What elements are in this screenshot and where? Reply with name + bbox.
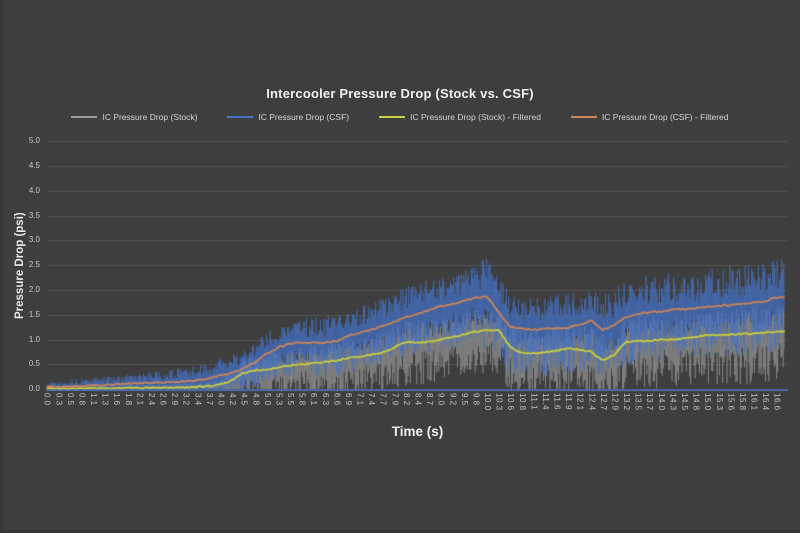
x-tick: 1.3 xyxy=(100,393,110,406)
x-tick: 11.9 xyxy=(564,393,574,410)
x-tick: 13.2 xyxy=(622,393,632,411)
legend-swatch-icon xyxy=(71,116,98,118)
x-tick: 2.4 xyxy=(146,393,156,406)
x-tick: 10.6 xyxy=(506,393,516,411)
x-tick: 5.3 xyxy=(274,393,284,406)
y-tick: 2.0 xyxy=(28,285,40,295)
y-tick: 1.5 xyxy=(28,309,40,319)
x-tick: 2.1 xyxy=(135,393,145,406)
legend-label: IC Pressure Drop (Stock) - Filtered xyxy=(410,112,541,122)
x-tick: 11.6 xyxy=(552,393,562,410)
x-tick: 3.4 xyxy=(193,393,203,406)
x-tick: 7.4 xyxy=(367,393,377,406)
y-tick: 3.0 xyxy=(28,235,40,245)
y-tick: 5.0 xyxy=(28,136,40,146)
x-tick: 9.5 xyxy=(459,393,469,406)
x-tick: 0.3 xyxy=(54,393,64,406)
y-tick: 1.0 xyxy=(28,334,40,344)
x-tick: 10.0 xyxy=(483,393,493,411)
x-tick: 4.2 xyxy=(228,393,238,406)
legend-item: IC Pressure Drop (CSF) - Filtered xyxy=(570,112,729,122)
x-tick: 7.1 xyxy=(355,393,365,406)
x-tick: 14.5 xyxy=(680,393,689,411)
x-tick: 3.7 xyxy=(204,393,214,406)
legend-swatch-icon xyxy=(227,116,254,118)
y-tick: 4.5 xyxy=(28,160,40,170)
x-tick: 13.7 xyxy=(645,393,655,411)
x-tick: 9.8 xyxy=(471,393,481,406)
x-tick: 1.8 xyxy=(123,393,133,406)
x-tick: 12.9 xyxy=(610,393,620,411)
x-tick: 16.1 xyxy=(749,393,759,411)
x-tick: 4.0 xyxy=(216,393,226,406)
x-tick: 14.0 xyxy=(656,393,666,411)
x-tick: 15.8 xyxy=(737,393,747,411)
legend-label: IC Pressure Drop (CSF) - Filtered xyxy=(601,112,729,122)
x-tick: 2.6 xyxy=(158,393,168,406)
x-tick: 4.8 xyxy=(251,393,261,406)
x-tick: 3.2 xyxy=(181,393,191,406)
x-tick: 16.4 xyxy=(761,393,771,411)
x-tick: 6.9 xyxy=(343,393,353,406)
x-tick: 12.7 xyxy=(598,393,608,411)
legend-item: IC Pressure Drop (CSF) xyxy=(227,112,349,122)
x-tick: 0.5 xyxy=(65,393,75,406)
legend: IC Pressure Drop (Stock) IC Pressure Drop… xyxy=(0,112,800,122)
x-tick: 7.7 xyxy=(378,393,388,406)
legend-item: IC Pressure Drop (Stock) - Filtered xyxy=(379,112,541,122)
y-tick: 2.5 xyxy=(28,260,40,270)
x-tick: 5.8 xyxy=(297,393,307,406)
x-tick: 8.4 xyxy=(413,393,423,406)
y-tick: 3.5 xyxy=(28,210,40,220)
x-tick: 12.4 xyxy=(587,393,597,411)
y-tick: 0.0 xyxy=(28,384,40,394)
x-tick: 6.1 xyxy=(309,393,319,406)
x-tick: 14.3 xyxy=(668,393,678,411)
x-tick: 1.1 xyxy=(89,393,99,406)
legend-swatch-icon xyxy=(570,116,597,118)
x-tick: 12.1 xyxy=(575,393,585,411)
x-tick: 0.8 xyxy=(77,393,87,406)
x-tick: 10.3 xyxy=(494,393,504,411)
y-tick: 0.5 xyxy=(28,359,40,369)
x-tick: 5.5 xyxy=(286,393,296,406)
legend-label: IC Pressure Drop (Stock) xyxy=(102,112,198,122)
x-tick: 4.5 xyxy=(239,393,249,406)
x-tick: 8.2 xyxy=(401,393,411,406)
x-tick: 15.6 xyxy=(726,393,736,411)
x-tick: 0.0 xyxy=(42,393,52,406)
x-tick: 11.1 xyxy=(529,393,539,410)
x-tick: 15.0 xyxy=(703,393,713,411)
x-tick: 10.8 xyxy=(517,393,527,411)
legend-item: IC Pressure Drop (Stock) xyxy=(71,112,197,122)
x-tick: 7.9 xyxy=(390,393,400,406)
y-tick: 4.0 xyxy=(28,185,40,195)
x-tick: 13.5 xyxy=(633,393,643,411)
x-tick: 15.3 xyxy=(714,393,724,411)
x-axis-title: Time (s) xyxy=(391,424,444,439)
x-tick: 9.0 xyxy=(436,393,446,406)
x-tick: 11.4 xyxy=(540,393,550,410)
x-tick: 9.2 xyxy=(448,393,458,406)
x-tick: 8.7 xyxy=(425,393,435,406)
chart-title: Intercooler Pressure Drop (Stock vs. CSF… xyxy=(266,86,534,101)
x-tick: 6.6 xyxy=(332,393,342,406)
x-tick: 16.6 xyxy=(772,393,782,411)
x-tick: 6.3 xyxy=(320,393,330,406)
x-tick: 14.8 xyxy=(691,393,701,411)
x-tick: 2.9 xyxy=(170,393,180,406)
legend-swatch-icon xyxy=(379,116,406,118)
x-tick: 5.0 xyxy=(262,393,272,406)
x-tick: 1.6 xyxy=(112,393,122,406)
legend-label: IC Pressure Drop (CSF) xyxy=(258,112,350,122)
